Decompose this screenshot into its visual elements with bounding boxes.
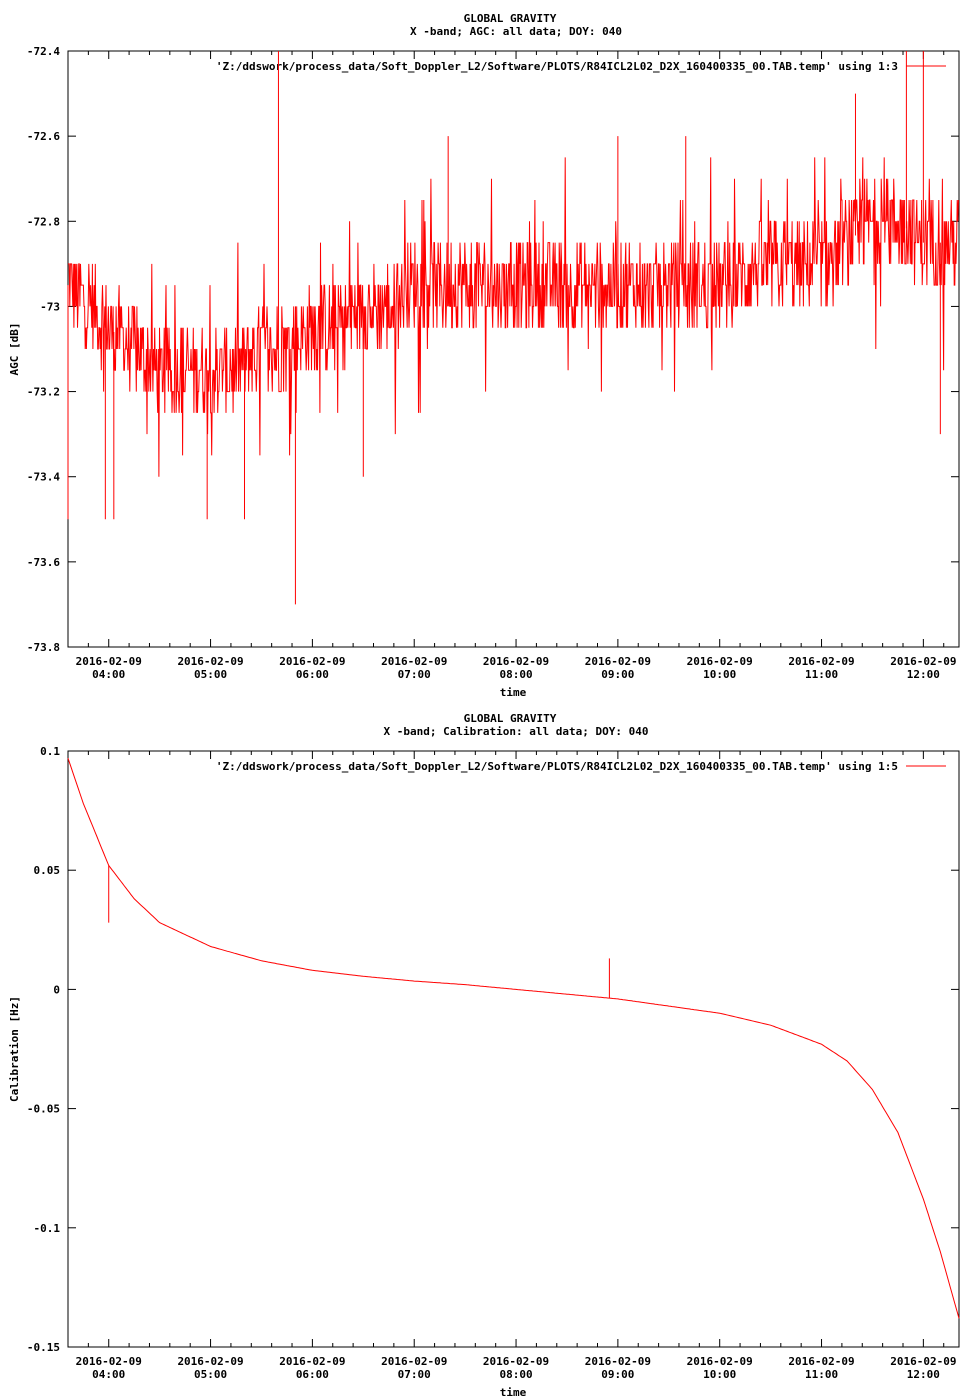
agc-ytick-label: -73.4 [27,471,60,484]
cal-xtick-date: 2016-02-09 [788,1355,854,1368]
agc-xtick-date: 2016-02-09 [381,655,447,668]
cal-ytick-label: 0.05 [34,864,61,877]
agc-xtick-date: 2016-02-09 [279,655,345,668]
agc-ytick-label: -73.8 [27,641,60,654]
agc-xtick-time: 06:00 [296,668,329,681]
cal-x-axis: 2016-02-0904:002016-02-0905:002016-02-09… [67,751,956,1381]
agc-ytick-label: -72.6 [27,130,60,143]
agc-x-axis: 2016-02-0904:002016-02-0905:002016-02-09… [67,51,956,681]
agc-series-line [68,157,959,477]
cal-xtick-date: 2016-02-09 [381,1355,447,1368]
agc-chart: GLOBAL GRAVITY X -band; AGC: all data; D… [8,12,960,699]
agc-y-axis: -72.4 -72.6 -72.8 -73 -73.2 -73.4 -73.6 -73.8 [27,45,959,654]
cal-xtick-time: 12:00 [907,1368,940,1381]
cal-ytick-label: 0 [53,983,60,996]
agc-y-axis-label: AGC [dB] [8,323,21,376]
agc-x-axis-label: time [500,686,527,699]
agc-xtick-date: 2016-02-09 [585,655,651,668]
cal-legend-label: 'Z:/ddswork/process_data/Soft_Doppler_L2… [216,760,898,773]
agc-xtick-date: 2016-02-09 [890,655,956,668]
cal-xtick-date: 2016-02-09 [177,1355,243,1368]
agc-xtick-date: 2016-02-09 [177,655,243,668]
cal-xtick-time: 06:00 [296,1368,329,1381]
cal-xtick-time: 08:00 [499,1368,532,1381]
agc-ytick-label: -72.4 [27,45,60,58]
cal-chart-subtitle: X -band; Calibration: all data; DOY: 040 [384,725,649,738]
agc-ytick-label: -72.8 [27,215,60,228]
agc-ytick-label: -73.2 [27,386,60,399]
agc-xtick-date: 2016-02-09 [76,655,142,668]
agc-xtick-time: 09:00 [601,668,634,681]
agc-xtick-date: 2016-02-09 [788,655,854,668]
cal-xtick-date: 2016-02-09 [687,1355,753,1368]
cal-xtick-time: 07:00 [398,1368,431,1381]
agc-ytick-label: -73 [40,300,60,313]
cal-y-axis: 0.1 0.05 0 -0.05 -0.1 -0.15 [27,745,959,1354]
agc-xtick-date: 2016-02-09 [483,655,549,668]
cal-plot-frame [67,750,960,1348]
agc-xtick-date: 2016-02-09 [687,655,753,668]
cal-ytick-label: -0.1 [34,1222,61,1235]
agc-xtick-time: 08:00 [499,668,532,681]
cal-ytick-label: -0.05 [27,1103,60,1116]
cal-xtick-time: 09:00 [601,1368,634,1381]
calibration-chart: GLOBAL GRAVITY X -band; Calibration: all… [8,712,960,1399]
cal-xtick-time: 10:00 [703,1368,736,1381]
agc-ytick-label: -73.6 [27,556,60,569]
cal-chart-title: GLOBAL GRAVITY [464,712,557,725]
cal-x-axis-label: time [500,1386,527,1399]
cal-xtick-time: 04:00 [92,1368,125,1381]
agc-chart-subtitle: X -band; AGC: all data; DOY: 040 [410,25,622,38]
agc-xtick-time: 11:00 [805,668,838,681]
cal-ytick-label: 0.1 [40,745,60,758]
cal-xtick-date: 2016-02-09 [585,1355,651,1368]
agc-series [67,51,959,605]
agc-xtick-time: 12:00 [907,668,940,681]
cal-xtick-date: 2016-02-09 [279,1355,345,1368]
cal-y-axis-label: Calibration [Hz] [8,996,21,1102]
agc-xtick-time: 05:00 [194,668,227,681]
cal-series [67,758,960,1319]
cal-xtick-date: 2016-02-09 [76,1355,142,1368]
cal-xtick-date: 2016-02-09 [483,1355,549,1368]
agc-xtick-time: 10:00 [703,668,736,681]
cal-xtick-time: 05:00 [194,1368,227,1381]
cal-ytick-label: -0.15 [27,1341,60,1354]
agc-chart-title: GLOBAL GRAVITY [464,12,557,25]
cal-xtick-time: 11:00 [805,1368,838,1381]
cal-xtick-date: 2016-02-09 [890,1355,956,1368]
agc-xtick-time: 07:00 [398,668,431,681]
agc-xtick-time: 04:00 [92,668,125,681]
cal-series-line [67,758,960,1319]
agc-legend-label: 'Z:/ddswork/process_data/Soft_Doppler_L2… [216,60,898,73]
